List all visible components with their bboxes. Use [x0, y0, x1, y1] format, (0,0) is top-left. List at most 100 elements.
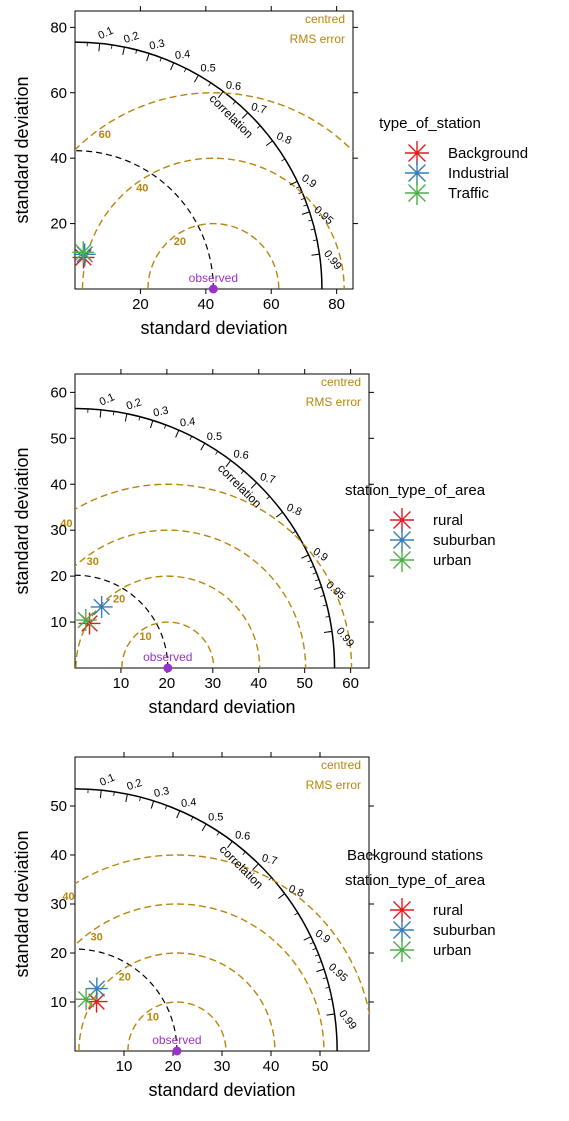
- observed-point: [172, 1047, 181, 1056]
- legend-marker: [390, 938, 414, 962]
- legend-label: urban: [433, 942, 471, 959]
- correlation-tick-label: 0.95: [323, 579, 347, 602]
- observed-sd-arc: [75, 151, 213, 289]
- correlation-minor-tick: [281, 159, 284, 161]
- legend: type_of_stationBackgroundIndustrialTraff…: [379, 115, 528, 205]
- correlation-minor-tick: [269, 878, 272, 881]
- rms-title-line1: centred: [321, 758, 361, 772]
- rms-title-line1: centred: [321, 375, 361, 389]
- correlation-tick-label: 0.4: [180, 796, 197, 810]
- correlation-major-tick: [177, 811, 180, 818]
- correlation-minor-tick: [191, 817, 193, 821]
- correlation-minor-tick: [315, 955, 319, 956]
- y-tick-label: 10: [50, 614, 67, 631]
- y-tick-label: 30: [50, 522, 67, 539]
- correlation-minor-tick: [267, 496, 270, 499]
- correlation-tick-label: 0.4: [174, 48, 191, 62]
- correlation-minor-tick: [140, 797, 141, 801]
- correlation-tick-label: 0.9: [299, 172, 318, 191]
- legend-label: Background: [448, 145, 528, 162]
- correlation-minor-tick: [164, 425, 165, 429]
- x-tick-label: 20: [132, 296, 149, 313]
- rms-contour-label: 20: [119, 971, 131, 983]
- x-tick-label: 20: [159, 675, 176, 692]
- correlation-minor-tick: [320, 595, 324, 596]
- correlation-tick-label: 0.5: [200, 63, 215, 75]
- correlation-tick-label: 0.6: [233, 448, 250, 462]
- y-tick-label: 50: [50, 430, 67, 447]
- correlation-minor-tick: [136, 50, 137, 54]
- rms-title-line1: centred: [305, 12, 345, 26]
- x-tick-label: 40: [263, 1058, 280, 1075]
- correlation-minor-tick: [312, 948, 316, 950]
- correlation-tick-label: 0.9: [313, 928, 332, 947]
- legend: Background stationsstation_type_of_arear…: [345, 847, 496, 962]
- correlation-tick-label: 0.3: [153, 785, 171, 800]
- x-tick-label: 40: [197, 296, 214, 313]
- correlation-tick-label: 0.6: [225, 79, 242, 93]
- correlation-minor-tick: [233, 101, 236, 104]
- correlation-minor-tick: [315, 579, 319, 580]
- y-tick-label: 30: [50, 896, 67, 913]
- correlation-tick-label: 0.5: [207, 431, 222, 443]
- y-tick-label: 20: [50, 216, 67, 233]
- correlation-minor-tick: [301, 198, 305, 199]
- correlation-minor-tick: [165, 805, 166, 809]
- series-marker-urban: [75, 609, 97, 631]
- legend-label: suburban: [433, 922, 496, 939]
- rms-contour-label: 20: [113, 593, 125, 605]
- correlation-tick-label: 0.8: [285, 502, 304, 519]
- y-axis-title: standard deviation: [12, 76, 32, 223]
- correlation-minor-tick: [303, 205, 307, 206]
- y-tick-label: 40: [50, 150, 67, 167]
- x-tick-label: 20: [165, 1058, 182, 1075]
- x-tick-label: 10: [113, 675, 130, 692]
- correlation-major-tick: [100, 790, 101, 798]
- observed-point: [209, 285, 218, 294]
- correlation-tick-label: 0.1: [98, 772, 117, 789]
- correlation-tick-label: 0.9: [311, 546, 330, 565]
- correlation-tick-label: 0.95: [326, 961, 350, 984]
- x-axis-title: standard deviation: [148, 1080, 295, 1100]
- legend-label: Traffic: [448, 185, 489, 202]
- legend-title: type_of_station: [379, 115, 481, 132]
- x-axis-title: standard deviation: [148, 697, 295, 717]
- correlation-tick-label: 0.7: [250, 101, 268, 116]
- legend-title: station_type_of_area: [345, 482, 486, 499]
- observed-label: observed: [189, 271, 238, 285]
- correlation-tick-label: 0.3: [152, 404, 170, 419]
- correlation-tick-label: 0.8: [275, 130, 294, 147]
- correlation-minor-tick: [294, 913, 297, 915]
- correlation-tick-label: 0.1: [98, 391, 117, 408]
- rms-title-line2: RMS error: [290, 32, 345, 46]
- correlation-tick-label: 0.6: [234, 829, 251, 843]
- correlation-minor-tick: [318, 962, 322, 963]
- correlation-major-tick: [194, 75, 198, 82]
- correlation-minor-tick: [184, 68, 186, 72]
- correlation-minor-tick: [209, 83, 211, 86]
- correlation-minor-tick: [310, 942, 314, 944]
- correlation-major-tick: [151, 801, 153, 809]
- correlation-tick-label: 0.4: [179, 416, 196, 430]
- correlation-major-tick: [266, 141, 272, 146]
- correlation-minor-tick: [323, 978, 327, 979]
- correlation-major-tick: [125, 414, 127, 422]
- correlation-major-tick: [304, 937, 311, 940]
- correlation-major-tick: [150, 420, 152, 428]
- correlation-minor-tick: [216, 451, 218, 454]
- rms-contour-30: [30, 530, 306, 668]
- correlation-tick-label: 0.2: [125, 777, 143, 793]
- observed-label: observed: [152, 1033, 201, 1047]
- correlation-major-tick: [176, 430, 179, 437]
- legend-marker: [390, 548, 414, 572]
- correlation-tick-label: 0.99: [321, 248, 344, 272]
- y-tick-label: 40: [50, 476, 67, 493]
- correlation-minor-tick: [243, 852, 246, 855]
